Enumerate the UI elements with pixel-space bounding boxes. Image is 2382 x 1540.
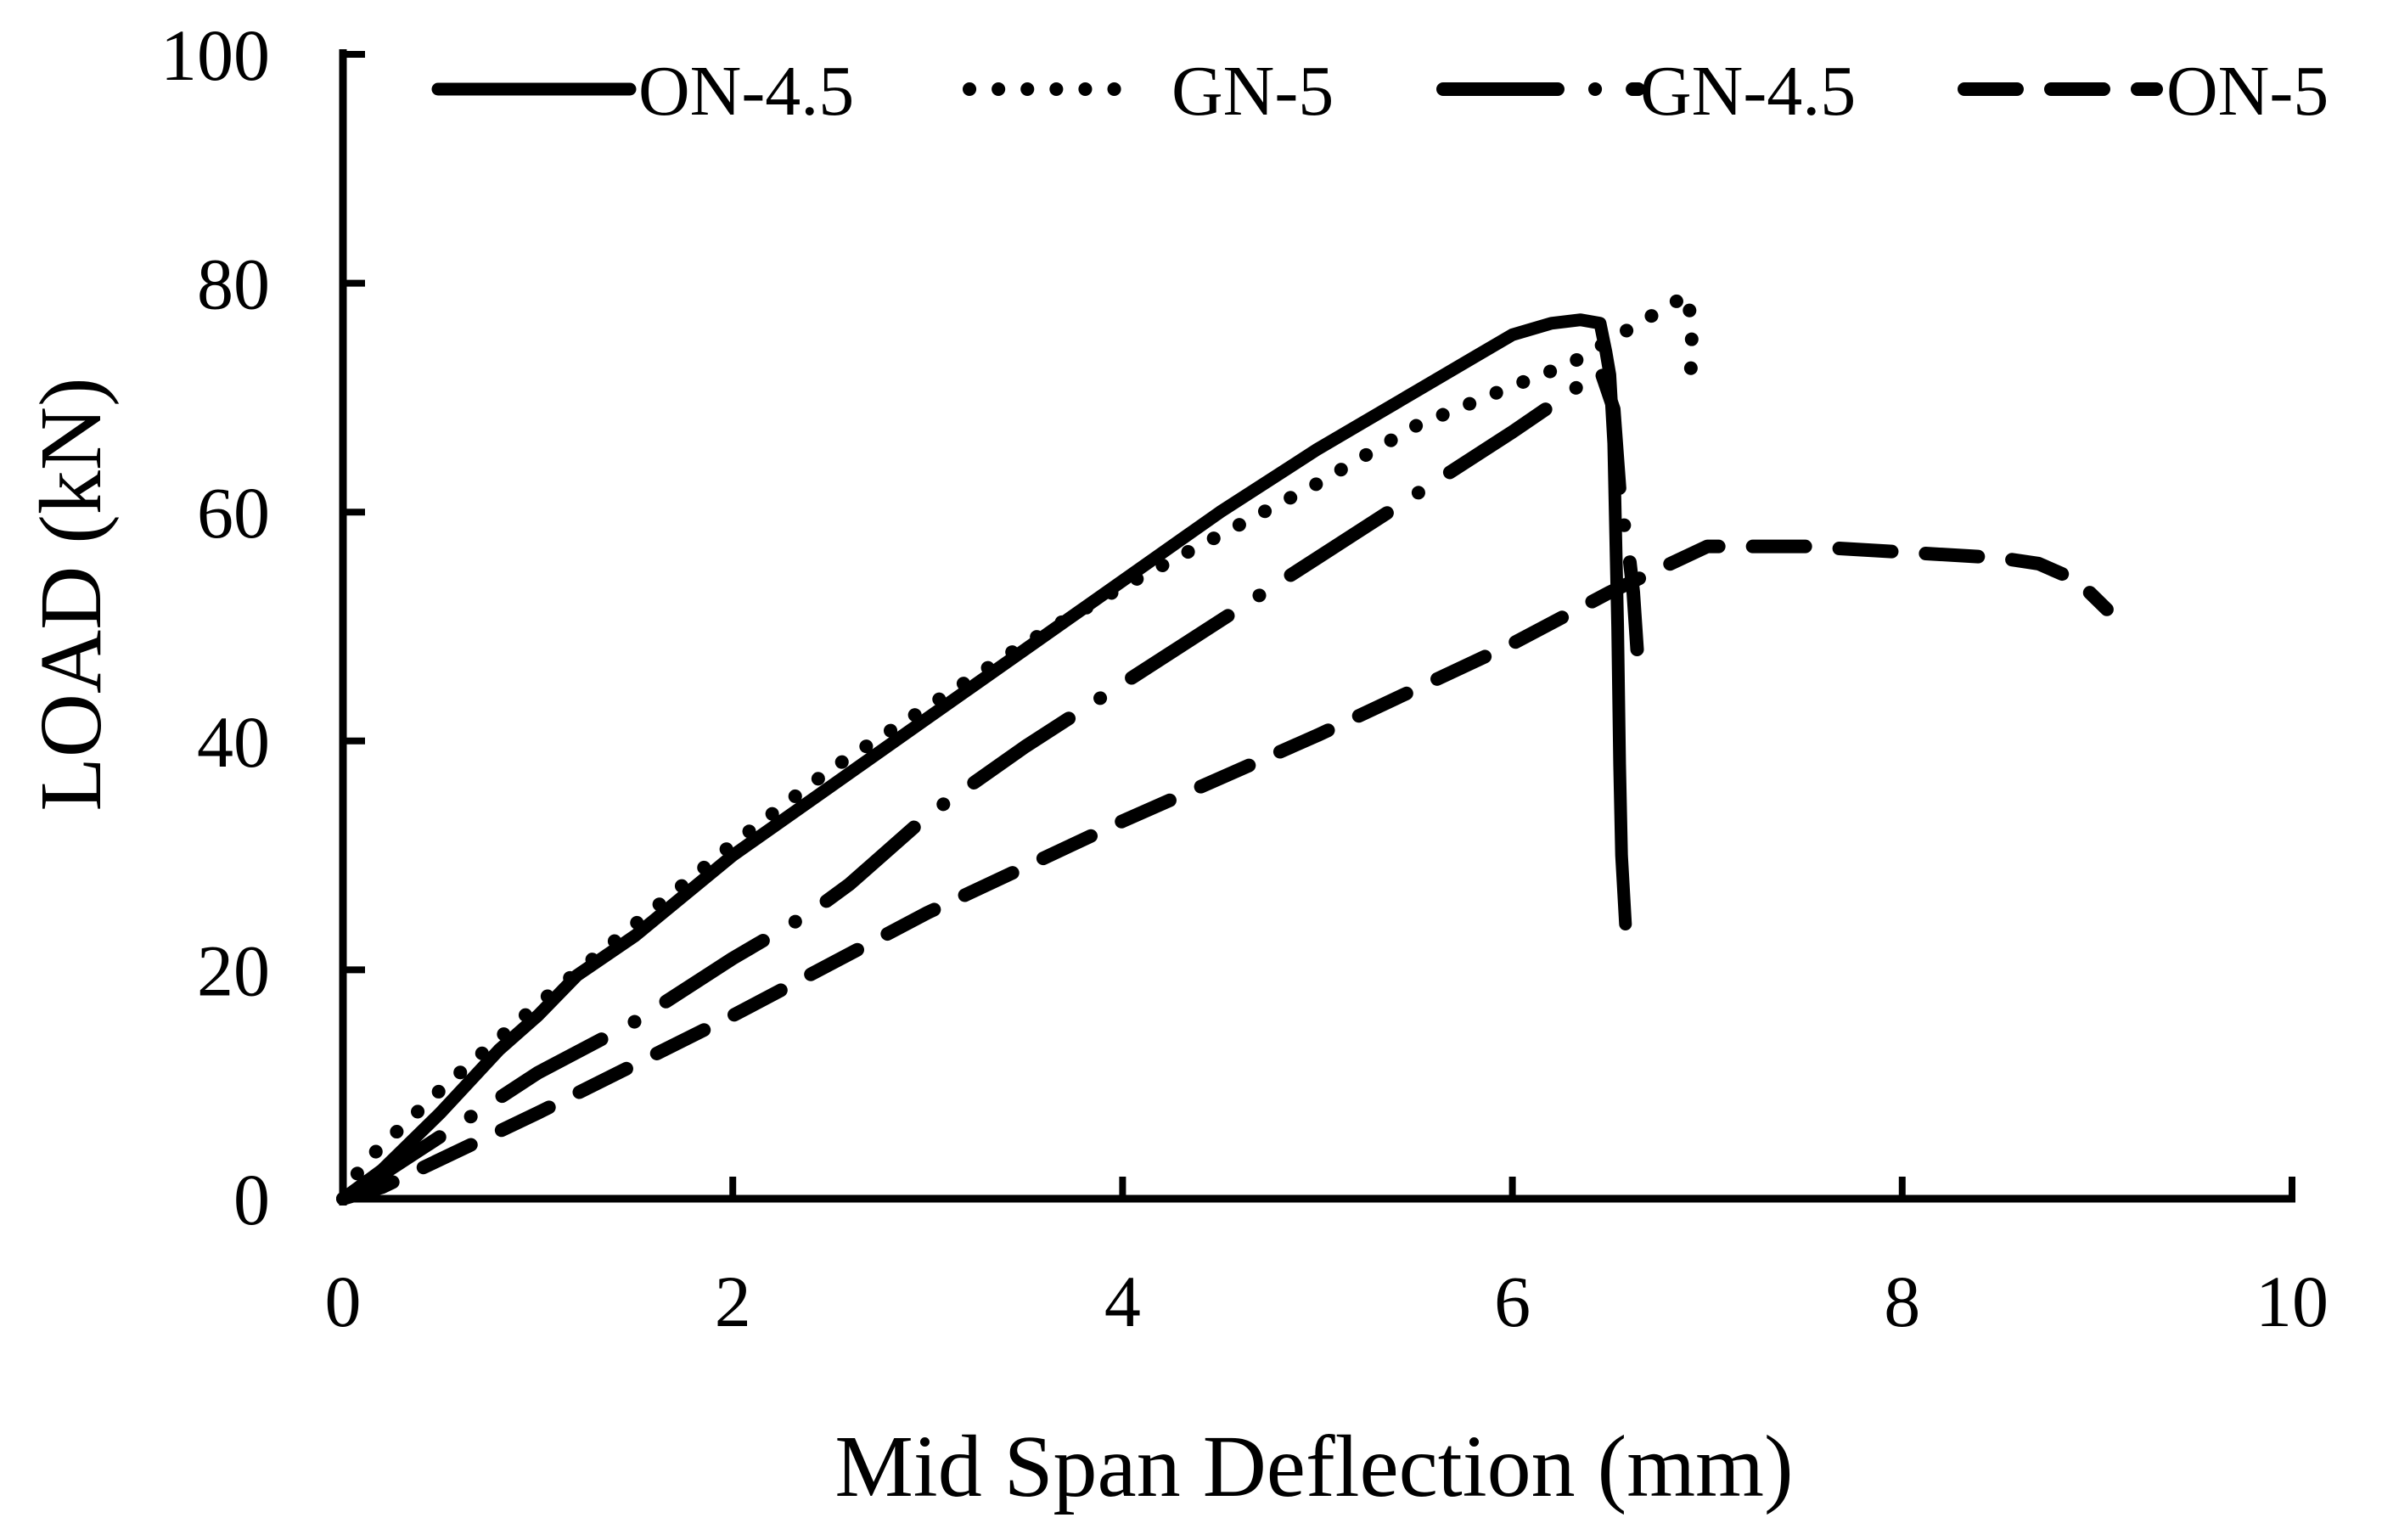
x-tick-label: 6: [1494, 1261, 1531, 1342]
series-line-gn-4-5: [336, 362, 1644, 1206]
series-line-gn-5: [336, 288, 1699, 1206]
x-tick-label: 0: [325, 1261, 362, 1342]
legend-label-gn-4-5: GN-4.5: [1640, 52, 1856, 131]
legend-label-on-5: ON-5: [2166, 52, 2329, 131]
y-axis-title: LOAD (kN): [22, 377, 120, 811]
y-tick-label: 80: [197, 244, 270, 325]
axes-layer: [339, 49, 2295, 1206]
legend-label-gn-5: GN-5: [1171, 52, 1334, 131]
x-tick-label: 10: [2256, 1261, 2329, 1342]
y-tick-label: 20: [197, 930, 270, 1011]
y-tick-label: 60: [197, 472, 270, 554]
x-axis-title: Mid Span Deflection (mm): [834, 1418, 1793, 1515]
series-layer: [336, 288, 2114, 1206]
y-tick-label: 0: [233, 1159, 270, 1240]
x-tick-label: 8: [1884, 1261, 1920, 1342]
y-tick-label: 40: [197, 701, 270, 783]
legend-label-on-4-5: ON-4.5: [638, 52, 854, 131]
x-tick-label: 4: [1104, 1261, 1141, 1342]
legend: ON-4.5 GN-5 GN-4.5 ON-5: [431, 52, 2329, 131]
y-tick-label: 100: [160, 14, 270, 96]
series-line-on-5: [336, 539, 2114, 1206]
x-tick-label: 2: [715, 1261, 751, 1342]
